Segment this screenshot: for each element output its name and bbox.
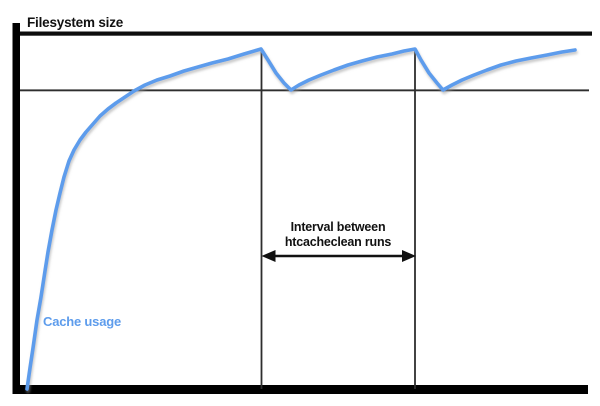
cache-limit-line xyxy=(20,89,589,92)
cache-usage-label: Cache usage xyxy=(43,314,121,329)
y-axis xyxy=(12,23,20,394)
interval-label-line1: Interval between xyxy=(291,220,386,234)
interval-label-line2: htcacheclean runs xyxy=(285,235,392,249)
cache-usage-curve xyxy=(25,47,577,391)
filesystem-size-line xyxy=(20,31,592,36)
interval-arrow-left-head xyxy=(261,250,276,262)
filesystem-size-label: Filesystem size xyxy=(27,15,124,30)
x-axis xyxy=(12,385,588,394)
interval-arrow-right-head xyxy=(402,250,416,262)
interval-arrow xyxy=(261,250,416,262)
